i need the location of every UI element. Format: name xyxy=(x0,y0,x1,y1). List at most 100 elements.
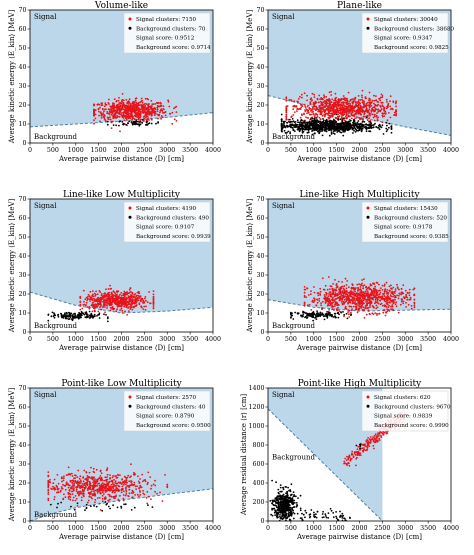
background-point xyxy=(340,312,342,314)
signal-point xyxy=(389,100,391,102)
signal-point xyxy=(343,296,345,298)
signal-point xyxy=(344,307,346,309)
background-point xyxy=(372,127,374,129)
background-point xyxy=(339,126,341,128)
signal-point xyxy=(320,113,322,115)
signal-point xyxy=(61,481,63,483)
signal-point xyxy=(310,293,312,295)
legend-entry: Background score: 0.9825 xyxy=(374,45,449,51)
background-point xyxy=(331,121,333,123)
signal-point xyxy=(368,302,370,304)
signal-point xyxy=(364,116,366,118)
signal-point xyxy=(371,102,373,104)
signal-point xyxy=(126,304,128,306)
signal-point xyxy=(351,287,353,289)
signal-point xyxy=(386,101,388,103)
signal-point xyxy=(112,477,114,479)
signal-point xyxy=(145,309,147,311)
background-point xyxy=(300,315,302,317)
background-point xyxy=(115,124,117,126)
signal-point xyxy=(370,292,372,294)
signal-point xyxy=(390,308,392,310)
background-point xyxy=(324,315,326,317)
signal-point xyxy=(329,288,331,290)
background-point xyxy=(347,124,349,126)
signal-point xyxy=(153,306,155,308)
signal-point xyxy=(47,499,49,501)
signal-point xyxy=(393,291,395,293)
signal-point xyxy=(115,114,117,116)
signal-point xyxy=(381,94,383,96)
signal-point xyxy=(108,99,110,101)
signal-region-label: Signal xyxy=(34,13,57,21)
signal-point xyxy=(395,111,397,113)
signal-point xyxy=(330,91,332,93)
signal-point xyxy=(345,298,347,300)
signal-point xyxy=(47,471,49,473)
background-point xyxy=(68,316,70,318)
signal-point xyxy=(343,103,345,105)
signal-point xyxy=(354,291,356,293)
signal-point xyxy=(90,467,92,469)
signal-point xyxy=(310,290,312,292)
signal-point xyxy=(358,302,360,304)
signal-point xyxy=(136,119,138,121)
signal-point xyxy=(92,302,94,304)
y-tick-label: 50 xyxy=(18,45,26,52)
background-point xyxy=(135,120,137,122)
signal-point xyxy=(402,284,404,286)
signal-point xyxy=(357,294,359,296)
signal-point xyxy=(322,277,324,279)
signal-point xyxy=(343,95,345,97)
signal-point xyxy=(323,94,325,96)
background-point xyxy=(321,314,323,316)
x-axis-label: Average pairwise distance ⟨D⟩ [cm] xyxy=(296,344,422,352)
signal-point xyxy=(101,117,103,119)
signal-point xyxy=(389,106,391,108)
signal-point xyxy=(102,108,104,110)
signal-point xyxy=(88,294,90,296)
signal-point xyxy=(94,299,96,301)
signal-point xyxy=(119,305,121,307)
signal-point xyxy=(121,478,123,480)
signal-point xyxy=(94,499,96,501)
signal-point xyxy=(381,104,383,106)
signal-point xyxy=(285,96,287,98)
y-tick-label: 0 xyxy=(22,140,26,147)
background-point xyxy=(320,312,322,314)
signal-point xyxy=(367,290,369,292)
y-tick-label: 10 xyxy=(256,121,264,128)
signal-point xyxy=(349,103,351,105)
background-point xyxy=(347,318,349,320)
signal-point xyxy=(341,102,343,104)
signal-point xyxy=(153,290,155,292)
background-point xyxy=(309,125,311,127)
background-point xyxy=(53,312,55,314)
background-point xyxy=(127,122,129,124)
signal-point xyxy=(308,294,310,296)
signal-point xyxy=(325,113,327,115)
signal-point xyxy=(123,484,125,486)
signal-point xyxy=(58,483,60,485)
legend-entry: Signal score: 0.9512 xyxy=(136,36,195,42)
signal-point xyxy=(337,286,339,288)
signal-point xyxy=(116,106,118,108)
signal-point xyxy=(153,294,155,296)
background-point xyxy=(281,114,283,116)
x-tick-label: 4000 xyxy=(443,336,459,343)
x-tick-label: 3500 xyxy=(182,336,198,343)
background-point xyxy=(52,312,54,314)
signal-point xyxy=(98,111,100,113)
background-point xyxy=(340,132,342,134)
background-point xyxy=(135,122,137,124)
signal-point xyxy=(320,119,322,121)
signal-point xyxy=(145,306,147,308)
signal-point xyxy=(93,115,95,117)
signal-point xyxy=(335,118,337,120)
signal-point xyxy=(320,107,322,109)
signal-point xyxy=(317,302,319,304)
y-tick-label: 40 xyxy=(18,64,26,71)
signal-point xyxy=(167,99,169,101)
